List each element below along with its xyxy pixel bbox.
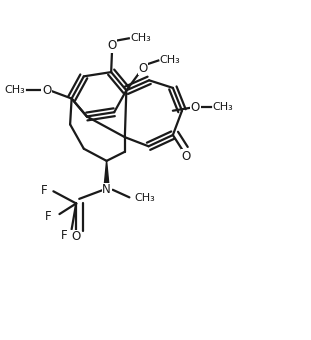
Text: O: O xyxy=(191,101,200,114)
Text: CH₃: CH₃ xyxy=(5,85,26,95)
Text: CH₃: CH₃ xyxy=(160,55,181,65)
Text: F: F xyxy=(45,210,52,223)
Text: O: O xyxy=(42,84,51,97)
Polygon shape xyxy=(104,161,109,190)
Text: CH₃: CH₃ xyxy=(134,193,155,203)
Text: O: O xyxy=(107,39,117,52)
Text: O: O xyxy=(72,231,81,243)
Text: O: O xyxy=(182,150,191,163)
Text: CH₃: CH₃ xyxy=(212,102,233,112)
Text: F: F xyxy=(60,229,67,242)
Text: N: N xyxy=(102,183,111,196)
Text: O: O xyxy=(138,62,148,75)
Text: F: F xyxy=(41,184,47,197)
Text: CH₃: CH₃ xyxy=(130,33,151,43)
